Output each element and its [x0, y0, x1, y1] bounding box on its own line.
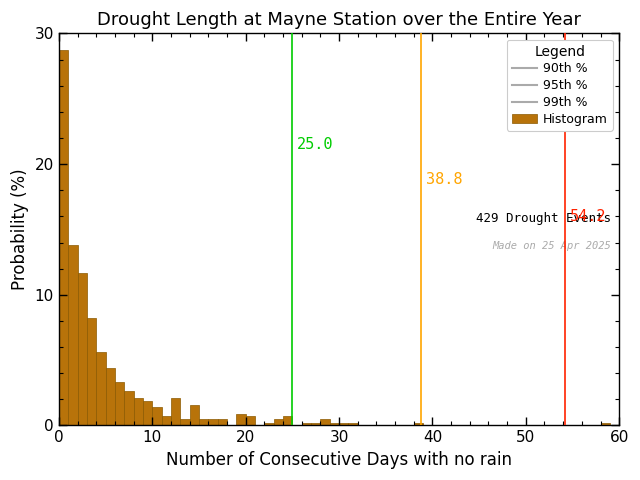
- Text: 38.8: 38.8: [426, 172, 462, 187]
- Bar: [96, 352, 106, 425]
- Bar: [115, 383, 124, 425]
- Bar: [106, 368, 115, 425]
- Bar: [77, 273, 87, 425]
- Bar: [152, 407, 162, 425]
- Bar: [264, 423, 274, 425]
- Title: Drought Length at Mayne Station over the Entire Year: Drought Length at Mayne Station over the…: [97, 11, 581, 29]
- Text: 54.2: 54.2: [570, 209, 606, 224]
- Bar: [68, 245, 77, 425]
- Bar: [283, 416, 292, 425]
- Bar: [301, 423, 311, 425]
- Bar: [218, 419, 227, 425]
- Bar: [348, 423, 358, 425]
- Text: 429 Drought Events: 429 Drought Events: [476, 212, 611, 225]
- Bar: [339, 423, 348, 425]
- Bar: [246, 416, 255, 425]
- Bar: [311, 423, 321, 425]
- Bar: [321, 419, 330, 425]
- Bar: [189, 405, 199, 425]
- Bar: [208, 419, 218, 425]
- Bar: [162, 416, 171, 425]
- Bar: [180, 419, 189, 425]
- Bar: [59, 50, 68, 425]
- Bar: [600, 423, 610, 425]
- Text: 25.0: 25.0: [297, 137, 333, 152]
- Text: Made on 25 Apr 2025: Made on 25 Apr 2025: [492, 241, 611, 251]
- Bar: [171, 398, 180, 425]
- Bar: [199, 419, 208, 425]
- Bar: [330, 423, 339, 425]
- Bar: [134, 398, 143, 425]
- X-axis label: Number of Consecutive Days with no rain: Number of Consecutive Days with no rain: [166, 451, 512, 469]
- Bar: [413, 423, 423, 425]
- Y-axis label: Probability (%): Probability (%): [11, 168, 29, 290]
- Bar: [236, 414, 246, 425]
- Bar: [143, 401, 152, 425]
- Legend: 90th %, 95th %, 99th %, Histogram: 90th %, 95th %, 99th %, Histogram: [507, 40, 613, 131]
- Bar: [124, 392, 134, 425]
- Bar: [274, 419, 283, 425]
- Bar: [87, 318, 96, 425]
